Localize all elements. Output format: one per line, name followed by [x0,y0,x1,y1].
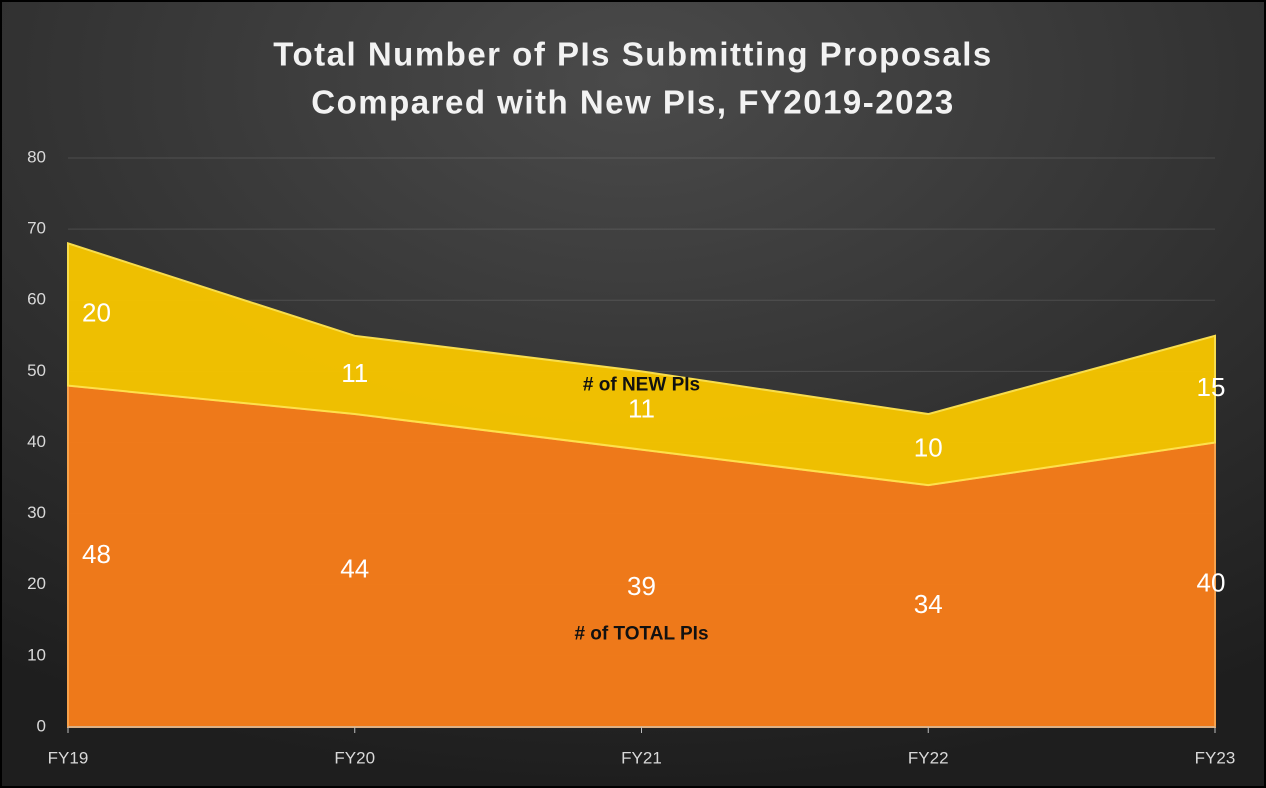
x-tick-label: FY23 [1195,748,1236,767]
data-label: 11 [628,393,655,423]
data-label: 44 [340,553,369,583]
y-tick-label: 0 [37,716,46,735]
x-tick-label: FY21 [621,748,662,767]
series-label: # of TOTAL PIs [574,624,708,645]
area [67,241,1216,487]
data-label: 10 [914,432,943,462]
data-label: 39 [627,571,656,601]
y-tick-label: 30 [27,503,46,522]
y-tick-label: 70 [27,219,46,238]
x-tick-label: FY20 [334,748,375,767]
x-tick-label: FY19 [48,748,89,767]
y-tick-label: 80 [27,147,46,166]
y-tick-label: 60 [27,290,46,309]
data-label: 48 [82,539,111,569]
data-label: 15 [1197,372,1226,402]
y-tick-label: 10 [27,645,46,664]
data-label: 40 [1197,568,1226,598]
data-label: 20 [82,297,111,327]
y-tick-label: 20 [27,574,46,593]
data-label: 34 [914,589,943,619]
y-tick-label: 50 [27,361,46,380]
chart-title: Total Number of PIs Submitting Proposals [273,36,992,73]
series-label: # of NEW PIs [583,374,700,395]
y-tick-label: 40 [27,432,46,451]
x-tick-label: FY22 [908,748,949,767]
chart-title: Compared with New PIs, FY2019-2023 [311,84,954,121]
data-label: 11 [341,358,368,388]
